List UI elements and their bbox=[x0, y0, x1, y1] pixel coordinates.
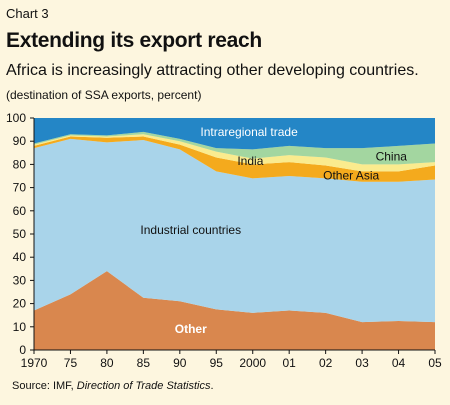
y-tick-label: 90 bbox=[13, 134, 27, 148]
series-label-other: Other bbox=[175, 322, 207, 336]
y-tick-label: 60 bbox=[13, 204, 27, 218]
x-tick-label: 04 bbox=[392, 356, 406, 370]
area-india bbox=[34, 134, 435, 172]
area-china bbox=[34, 131, 435, 165]
y-tick-label: 10 bbox=[13, 320, 27, 334]
x-tick-label: 03 bbox=[355, 356, 369, 370]
source-suffix: . bbox=[210, 380, 214, 392]
area-other-asia bbox=[34, 136, 435, 182]
area-industrial-countries bbox=[34, 138, 435, 323]
x-tick-label: 2000 bbox=[239, 356, 266, 370]
series-label-other-asia: Other Asia bbox=[323, 169, 379, 183]
y-tick-label: 20 bbox=[13, 297, 27, 311]
y-tick-label: 80 bbox=[13, 157, 27, 171]
area-other bbox=[34, 271, 435, 350]
chart-note: (destination of SSA exports, percent) bbox=[6, 88, 202, 102]
series-label-industrial-countries: Industrial countries bbox=[140, 223, 241, 237]
series-label-india: India bbox=[237, 154, 263, 168]
x-tick-label: 1970 bbox=[21, 356, 48, 370]
x-tick-label: 85 bbox=[137, 356, 151, 370]
series-label-intraregional-trade: Intraregional trade bbox=[200, 125, 298, 139]
y-tick-label: 30 bbox=[13, 273, 27, 287]
x-tick-label: 02 bbox=[319, 356, 333, 370]
chart-label: Chart 3 bbox=[6, 6, 49, 21]
chart-subtitle: Africa is increasingly attracting other … bbox=[6, 62, 419, 79]
source-prefix: Source: IMF, bbox=[12, 380, 77, 392]
x-tick-label: 90 bbox=[173, 356, 187, 370]
source-title: Direction of Trade Statistics bbox=[76, 380, 211, 392]
x-tick-label: 01 bbox=[283, 356, 297, 370]
y-tick-label: 50 bbox=[13, 227, 27, 241]
x-tick-label: 80 bbox=[100, 356, 114, 370]
area-intraregional-trade bbox=[34, 118, 435, 150]
x-tick-label: 75 bbox=[64, 356, 78, 370]
y-tick-label: 100 bbox=[6, 111, 26, 125]
x-tick-label: 95 bbox=[210, 356, 224, 370]
y-tick-label: 70 bbox=[13, 181, 27, 195]
y-tick-label: 40 bbox=[13, 250, 27, 264]
chart-title: Extending its export reach bbox=[6, 29, 262, 52]
source-note: Source: IMF, Direction of Trade Statisti… bbox=[12, 380, 214, 392]
x-tick-label: 05 bbox=[428, 356, 442, 370]
series-label-china: China bbox=[376, 149, 408, 163]
y-tick-label: 0 bbox=[19, 343, 26, 357]
